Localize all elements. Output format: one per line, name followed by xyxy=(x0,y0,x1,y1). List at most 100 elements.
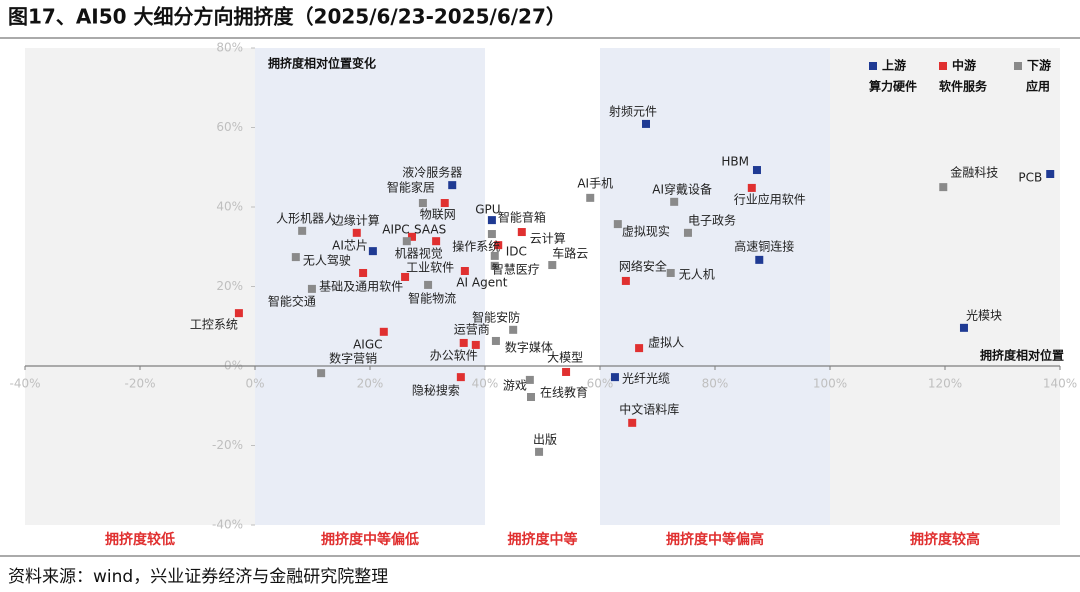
point-label: SAAS xyxy=(414,223,446,237)
point xyxy=(368,247,377,256)
point xyxy=(402,237,411,246)
y-tick-label: 40% xyxy=(216,200,243,214)
zone-band xyxy=(25,48,255,525)
point xyxy=(562,367,571,376)
point xyxy=(747,183,756,192)
point xyxy=(755,255,764,264)
point-label: AI手机 xyxy=(577,176,613,190)
point-label: 隐秘搜索 xyxy=(412,383,460,398)
zone-band xyxy=(600,48,830,525)
point xyxy=(670,197,679,206)
point-label: AIGC xyxy=(353,337,382,351)
zone-band xyxy=(830,48,1060,525)
point xyxy=(939,183,948,192)
point xyxy=(307,284,316,293)
point xyxy=(491,336,500,345)
point-label: 基础及通用软件 xyxy=(319,279,403,293)
point-label: 物联网 xyxy=(420,208,456,222)
point xyxy=(418,199,427,208)
point xyxy=(487,230,496,239)
point xyxy=(440,199,449,208)
point xyxy=(352,228,361,237)
point xyxy=(379,327,388,336)
y-tick-label: 60% xyxy=(216,120,243,134)
legend-desc: 算力硬件 xyxy=(869,79,917,94)
point-label: 智能音箱 xyxy=(498,210,546,225)
point-label: 人形机器人 xyxy=(276,211,336,225)
point xyxy=(490,251,499,260)
point-label: AI芯片 xyxy=(332,239,368,253)
legend-desc: 应用 xyxy=(1026,79,1050,94)
x-tick-label: 80% xyxy=(702,377,729,391)
point-label: AIPC xyxy=(382,222,409,236)
point-label: 智能交通 xyxy=(268,293,316,308)
point-label: 光模块 xyxy=(966,308,1002,322)
x-tick-label: 60% xyxy=(587,377,614,391)
point-label: HBM xyxy=(721,155,749,169)
point xyxy=(471,340,480,349)
point xyxy=(407,232,416,241)
x-tick-label: 0% xyxy=(245,377,264,391)
legend-desc: 软件服务 xyxy=(939,79,988,94)
point xyxy=(527,393,535,402)
point-label: PCB xyxy=(1018,171,1042,185)
point xyxy=(628,418,637,427)
zone-label: 拥挤度中等偏低 xyxy=(321,531,419,548)
y-tick-label: -20% xyxy=(212,438,243,452)
point-label: 边缘计算 xyxy=(332,212,380,227)
point-label: 液冷服务器 xyxy=(402,165,462,180)
point-label: 高速铜连接 xyxy=(734,238,794,253)
plot-area: 拥挤度较低 拥挤度中等偏低 拥挤度中等 拥挤度中等偏高 拥挤度较高 -40% -20% 0% 2… xyxy=(9,41,1077,549)
point-label: 智能家居 xyxy=(387,180,435,195)
point xyxy=(635,344,644,353)
point xyxy=(548,261,557,270)
chart-title: 图17、AI50 大细分方向拥挤度（2025/6/23-2025/6/27） xyxy=(8,5,566,29)
y-tick-label: 20% xyxy=(216,279,243,293)
point xyxy=(1046,170,1055,179)
zone-band xyxy=(255,48,485,525)
point-label: 运营商 xyxy=(454,321,490,336)
legend-label: 中游 xyxy=(952,58,976,73)
point-label: 无人驾驶 xyxy=(303,253,351,268)
point xyxy=(424,280,433,289)
x-tick-label: 140% xyxy=(1043,377,1077,391)
point xyxy=(298,226,307,235)
x-tick-label: 120% xyxy=(928,377,962,391)
point-label: 金融科技 xyxy=(950,165,998,180)
point-label: 工业软件 xyxy=(406,260,454,274)
point xyxy=(752,166,761,175)
point-label: 办公软件 xyxy=(430,347,478,362)
point-label: AI Agent xyxy=(456,275,507,289)
point xyxy=(234,309,243,318)
point-label: 车路云 xyxy=(552,246,588,261)
point-label: 光纤光缆 xyxy=(622,372,670,386)
point xyxy=(432,237,441,246)
x-tick-label: 100% xyxy=(813,377,847,391)
point-label: 数字营销 xyxy=(329,351,377,366)
y-tick-label: 80% xyxy=(216,41,243,55)
legend-label: 上游 xyxy=(882,58,906,73)
point-label: IDC xyxy=(506,244,527,258)
point-label: 出版 xyxy=(533,432,557,446)
point xyxy=(460,266,469,275)
point-label: GPU xyxy=(475,203,500,217)
point-label: 数字媒体 xyxy=(505,339,553,354)
point xyxy=(621,276,630,285)
point xyxy=(509,325,518,334)
point xyxy=(666,268,675,277)
point-label: 游戏 xyxy=(503,378,527,392)
zone-label: 拥挤度较高 xyxy=(910,531,980,548)
point-label: 虚拟人 xyxy=(648,336,684,350)
point-label: 云计算 xyxy=(530,231,566,246)
point-label: 无人机 xyxy=(679,267,715,281)
point-label: 机器视觉 xyxy=(395,246,443,261)
point-label: 网络安全 xyxy=(619,258,667,273)
point xyxy=(610,373,619,382)
point xyxy=(959,323,968,332)
point xyxy=(586,193,595,202)
point-label: 电子政务 xyxy=(688,212,736,227)
point xyxy=(487,216,496,225)
y-axis-title: 拥挤度相对位置变化 xyxy=(268,56,376,71)
point-label: 智能安防 xyxy=(472,309,520,324)
